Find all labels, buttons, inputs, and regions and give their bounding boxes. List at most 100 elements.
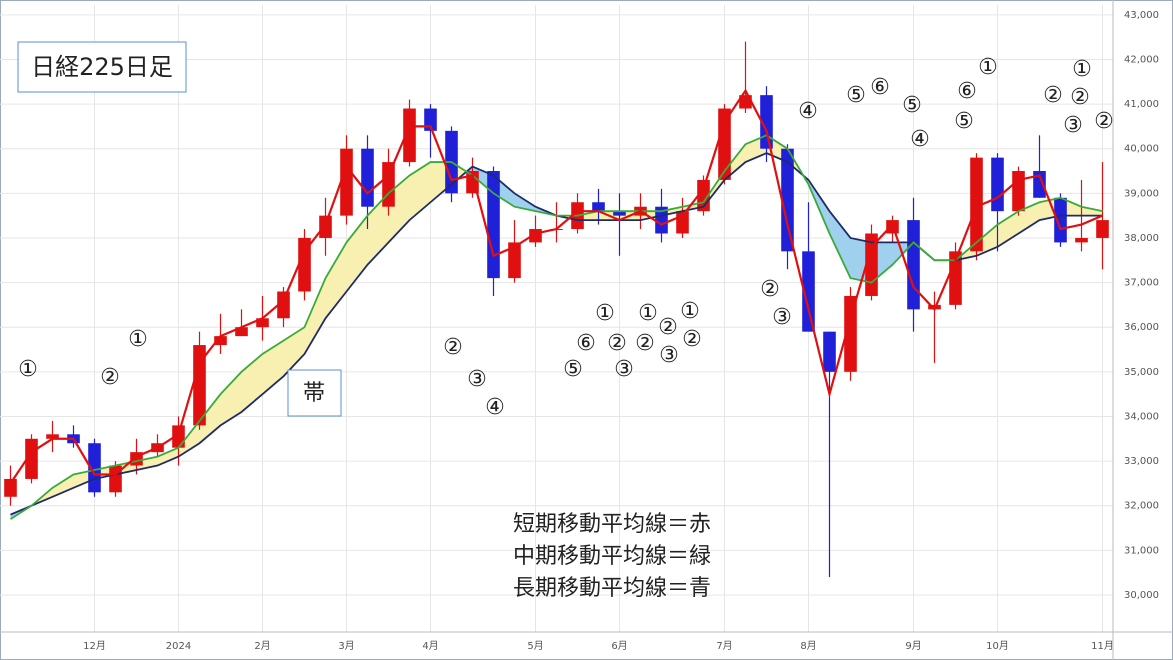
annotation: ④ (910, 127, 930, 152)
annotation: ④ (798, 99, 818, 124)
annotation: ② (1094, 109, 1114, 134)
candle-body (907, 220, 920, 310)
cloud-segment (220, 371, 242, 426)
x-tick-label: 6月 (611, 640, 627, 652)
candle-body (1012, 171, 1025, 212)
legend-entry: 短期移動平均線＝赤 (513, 512, 711, 537)
cloud-segment (52, 474, 74, 497)
y-tick-label: 38,000 (1124, 233, 1159, 244)
candle-body (361, 148, 374, 207)
annotation: ⑥ (576, 331, 596, 356)
candle-body (193, 345, 206, 426)
annotation: ② (658, 315, 678, 340)
annotation: ⑥ (957, 79, 977, 104)
candle-body (403, 108, 416, 163)
x-tick-label: 12月 (83, 640, 106, 652)
band-label-box (287, 369, 342, 417)
candle-body (655, 206, 668, 234)
x-tick-label: 5月 (527, 640, 543, 652)
candle-body (844, 295, 857, 372)
candle-body (1033, 171, 1046, 198)
candle-body (172, 425, 185, 448)
annotation: ③ (772, 305, 792, 330)
x-tick-label: 11月 (1091, 640, 1114, 652)
y-tick-label: 37,000 (1124, 278, 1159, 289)
annotation: ① (638, 301, 658, 326)
candle-body (46, 434, 59, 439)
candle-body (298, 237, 311, 292)
legend-entry: 長期移動平均線＝青 (513, 576, 711, 601)
y-tick-label: 32,000 (1124, 501, 1159, 512)
candle-body (382, 162, 395, 207)
candle-body (802, 251, 815, 332)
annotation: ② (100, 365, 120, 390)
candle-body (214, 336, 227, 346)
candle-body (781, 148, 794, 252)
x-tick-label: 8月 (800, 640, 816, 652)
x-tick-label: 2月 (254, 640, 270, 652)
cloud-segment (346, 215, 368, 292)
moving-average-line (10, 134, 1103, 520)
x-tick-label: 9月 (905, 640, 921, 652)
x-tick-label: 4月 (422, 640, 438, 652)
y-tick-label: 43,000 (1124, 10, 1159, 21)
annotation: ③ (467, 367, 487, 392)
annotation: ② (443, 335, 463, 360)
candle-body (592, 202, 605, 212)
annotation: ① (128, 327, 148, 352)
y-tick-label: 33,000 (1124, 456, 1159, 467)
annotation: ① (978, 55, 998, 80)
annotation: ⑤ (954, 109, 974, 134)
y-tick-label: 41,000 (1124, 99, 1159, 110)
candle-body (1075, 237, 1088, 243)
annotation: ① (595, 301, 615, 326)
grid (0, 5, 1113, 632)
annotation: ⑤ (846, 83, 866, 108)
annotation: ③ (659, 343, 679, 368)
candle-body (613, 211, 626, 216)
annotation: ② (682, 327, 702, 352)
annotation: ③ (614, 357, 634, 382)
x-tick-label: 7月 (716, 640, 732, 652)
y-tick-label: 35,000 (1124, 367, 1159, 378)
cloud-segment (325, 242, 347, 319)
candle-body (970, 157, 983, 252)
plot (4, 41, 1109, 578)
cloud-segment (283, 327, 305, 377)
candle-body (487, 171, 500, 279)
candle-body (256, 318, 269, 328)
cloud-segment (1081, 206, 1103, 216)
candle-body (1054, 197, 1067, 243)
y-tick-label: 42,000 (1124, 54, 1159, 65)
cloud-segment (514, 193, 536, 212)
annotation: ① (18, 357, 38, 382)
candle-body (1096, 220, 1109, 238)
candle-body (718, 108, 731, 180)
cloud-segment (829, 211, 851, 279)
annotation: ⑥ (870, 75, 890, 100)
x-tick-label: 10月 (986, 640, 1009, 652)
moving-average-line (9, 88, 1103, 485)
cloud-segment (199, 394, 221, 444)
annotation: ② (760, 277, 780, 302)
annotation: ⑤ (902, 93, 922, 118)
y-tick-label: 39,000 (1124, 188, 1159, 199)
annotation: ② (1070, 85, 1090, 110)
title-box (17, 41, 187, 93)
candle-body (424, 108, 437, 131)
annotation: ③ (1063, 113, 1083, 138)
y-tick-label: 36,000 (1124, 322, 1159, 333)
x-tick-label: 3月 (338, 640, 354, 652)
cloud-segment (304, 278, 326, 354)
candle-body (760, 95, 773, 149)
candle-body (25, 438, 38, 479)
candle-body (277, 291, 290, 319)
annotation: ① (680, 299, 700, 324)
cloud-segment (997, 211, 1019, 247)
candle-body (319, 215, 332, 238)
candle-body (991, 157, 1004, 212)
annotation: ⑤ (563, 357, 583, 382)
annotation: ④ (485, 395, 505, 420)
candle-body (508, 242, 521, 279)
